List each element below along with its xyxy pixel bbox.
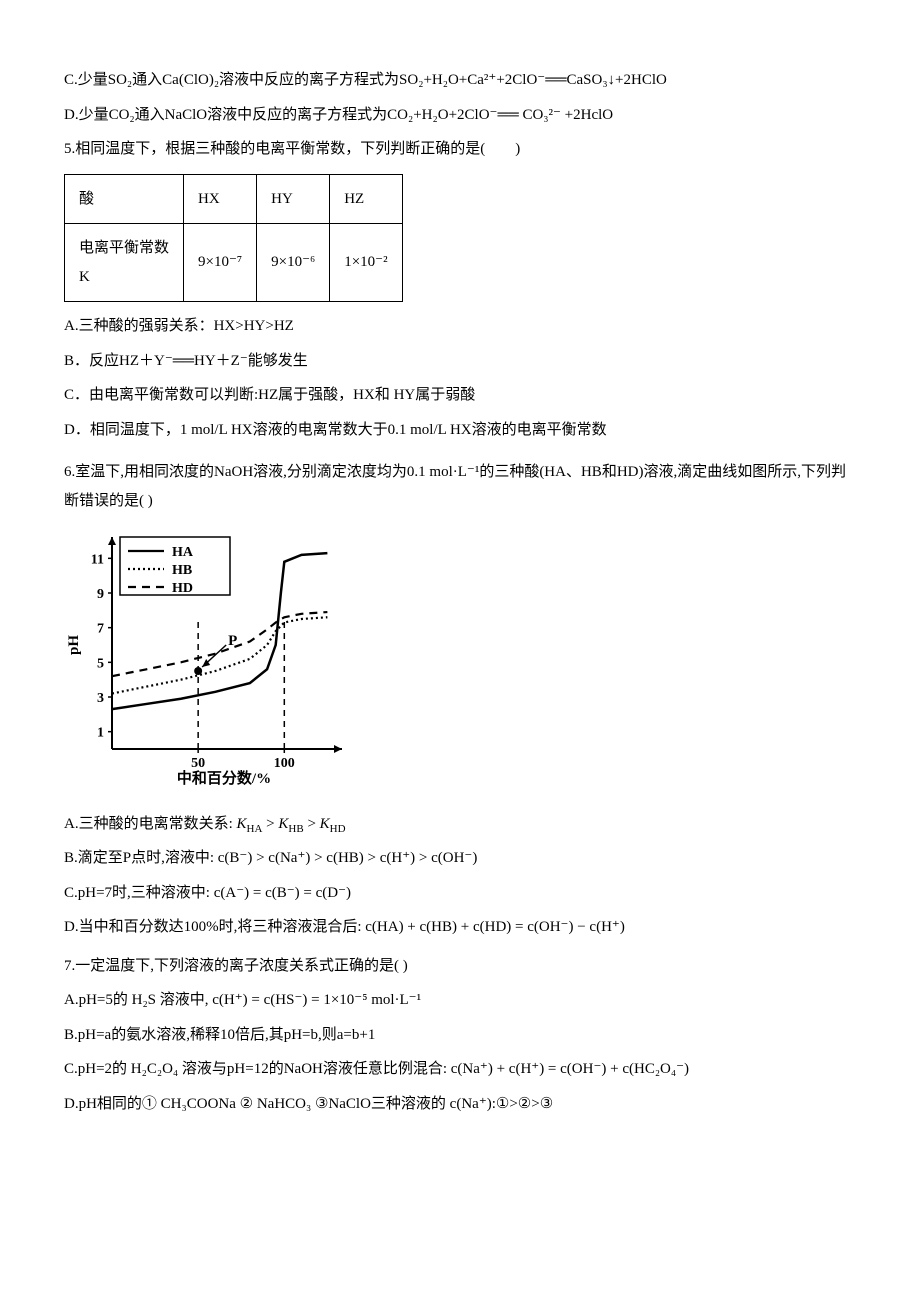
- cell: HX: [184, 174, 257, 224]
- svg-text:P: P: [228, 633, 237, 649]
- cell-label: 电离平衡常数K: [79, 240, 169, 285]
- cell: 电离平衡常数K: [65, 224, 184, 302]
- q7-opt-d: D.pH相同的① CH₃COONa ② NaHCO₃ ③NaClO三种溶液的 c…: [60, 1090, 860, 1119]
- svg-text:7: 7: [97, 622, 104, 637]
- page: C.少量SO₂通入Ca(ClO)₂溶液中反应的离子方程式为SO₂+H₂O+Ca²…: [0, 0, 920, 1184]
- q6-opt-c: C.pH=7时,三种溶液中: c(A⁻) = c(B⁻) = c(D⁻): [60, 879, 860, 908]
- q6-opt-d: D.当中和百分数达100%时,将三种溶液混合后: c(HA) + c(HB) +…: [60, 913, 860, 942]
- q5-opt-c: C．由电离平衡常数可以判断:HZ属于强酸，HX和 HY属于弱酸: [60, 381, 860, 410]
- svg-text:11: 11: [91, 552, 104, 567]
- cell: 9×10⁻⁷: [184, 224, 257, 302]
- q4-opt-c: C.少量SO₂通入Ca(ClO)₂溶液中反应的离子方程式为SO₂+H₂O+Ca²…: [60, 66, 860, 95]
- svg-text:9: 9: [97, 587, 104, 602]
- svg-text:HB: HB: [172, 563, 192, 578]
- opt-math: KHA > KHB > KHD: [237, 816, 346, 832]
- svg-text:1: 1: [97, 726, 104, 741]
- table-row: 电离平衡常数K 9×10⁻⁷ 9×10⁻⁶ 1×10⁻²: [65, 224, 403, 302]
- svg-text:50: 50: [191, 756, 205, 771]
- cell: 酸: [65, 174, 184, 224]
- q5-table: 酸 HX HY HZ 电离平衡常数K 9×10⁻⁷ 9×10⁻⁶ 1×10⁻²: [64, 174, 403, 303]
- q6-opt-b: B.滴定至P点时,溶液中: c(B⁻) > c(Na⁺) > c(HB) > c…: [60, 844, 860, 873]
- table-row: 酸 HX HY HZ: [65, 174, 403, 224]
- titration-chart: 1 3 5 7 9 11 50 100 P HA HB HD pH 中和百分数/%: [64, 529, 354, 789]
- cell: 9×10⁻⁶: [257, 224, 330, 302]
- q5-opt-b: B．反应HZ＋Y⁻══HY＋Z⁻能够发生: [60, 347, 860, 376]
- cell: HZ: [330, 174, 402, 224]
- q7-opt-b: B.pH=a的氨水溶液,稀释10倍后,其pH=b,则a=b+1: [60, 1021, 860, 1050]
- cell: 1×10⁻²: [330, 224, 402, 302]
- q6-chart: 1 3 5 7 9 11 50 100 P HA HB HD pH 中和百分数/%: [64, 529, 860, 800]
- q5-opt-d: D．相同温度下，1 mol/L HX溶液的电离常数大于0.1 mol/L HX溶…: [60, 416, 860, 445]
- cell: HY: [257, 174, 330, 224]
- q7-opt-c: C.pH=2的 H₂C₂O₄ 溶液与pH=12的NaOH溶液任意比例混合: c(…: [60, 1055, 860, 1084]
- svg-text:100: 100: [274, 756, 295, 771]
- q6-stem: 6.室温下,用相同浓度的NaOH溶液,分别滴定浓度均为0.1 mol·L⁻¹的三…: [60, 458, 860, 515]
- q7-opt-a: A.pH=5的 H₂S 溶液中, c(H⁺) = c(HS⁻) = 1×10⁻⁵…: [60, 986, 860, 1015]
- svg-text:5: 5: [97, 656, 104, 671]
- opt-text: A.三种酸的电离常数关系:: [64, 816, 233, 832]
- q5-opt-a: A.三种酸的强弱关系：HX>HY>HZ: [60, 312, 860, 341]
- q4-opt-d: D.少量CO₂通入NaClO溶液中反应的离子方程式为CO₂+H₂O+2ClO⁻═…: [60, 101, 860, 130]
- svg-text:HD: HD: [172, 581, 193, 596]
- svg-text:HA: HA: [172, 545, 194, 560]
- svg-text:pH: pH: [66, 635, 82, 655]
- svg-text:中和百分数/%: 中和百分数/%: [177, 769, 271, 787]
- q7-stem: 7.一定温度下,下列溶液的离子浓度关系式正确的是( ): [60, 952, 860, 981]
- q6-opt-a: A.三种酸的电离常数关系: KHA > KHB > KHD: [60, 810, 860, 839]
- svg-text:3: 3: [97, 691, 104, 706]
- q5-stem: 5.相同温度下，根据三种酸的电离平衡常数，下列判断正确的是( ): [60, 135, 860, 164]
